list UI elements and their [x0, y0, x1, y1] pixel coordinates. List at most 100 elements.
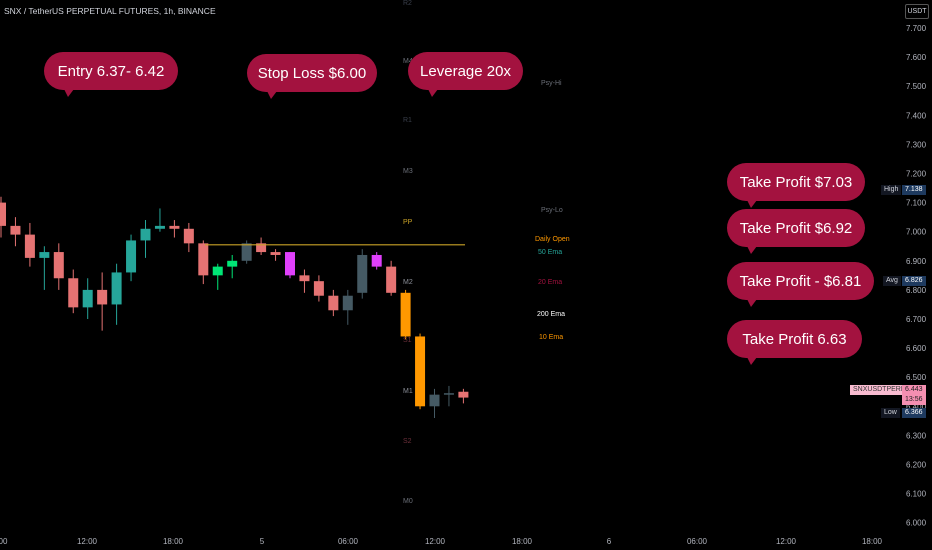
candle-body — [111, 272, 122, 305]
x-tick-label: 12:00 — [77, 537, 98, 546]
stop-loss-label: Stop Loss $6.00 — [257, 64, 367, 82]
y-tick-label: 6.300 — [906, 431, 927, 440]
y-tick-label: 7.200 — [906, 170, 927, 179]
avg-tag-value: 6.826 — [902, 276, 926, 286]
candle-body — [169, 225, 180, 229]
y-tick-label: 6.400 — [906, 402, 927, 411]
stop-loss-annotation: Stop Loss $6.00 — [247, 54, 377, 99]
candle-body — [299, 275, 310, 282]
candle-body — [140, 228, 151, 241]
candle-body — [256, 243, 267, 253]
y-tick-label: 6.200 — [906, 461, 927, 470]
candle-body — [285, 252, 295, 276]
candle-body — [429, 394, 440, 407]
leverage-label: Leverage 20x — [420, 62, 511, 80]
candle-body — [371, 254, 382, 267]
candle-body — [82, 289, 93, 308]
candle-body — [154, 225, 165, 229]
pivot-label: M1 — [403, 388, 413, 395]
indicator-label: Daily Open — [535, 236, 570, 243]
candle-body — [97, 289, 108, 305]
x-tick-label: 00 — [0, 537, 8, 546]
pivot-label: S2 — [403, 438, 412, 445]
avg-tag-label: Avg — [883, 276, 901, 286]
y-tick-label: 7.700 — [906, 24, 927, 33]
x-tick-label: 5 — [260, 537, 265, 546]
y-tick-label: 6.000 — [906, 519, 927, 528]
x-tick-label: 12:00 — [425, 537, 446, 546]
currency-button[interactable]: USDT — [905, 4, 929, 19]
candle-body — [270, 252, 281, 255]
candle-body — [386, 266, 397, 293]
y-tick-label: 6.900 — [906, 257, 927, 266]
candle-body — [342, 295, 353, 311]
take-profit-3-annotation: Take Profit - $6.81 — [727, 262, 874, 307]
candle-body — [241, 243, 252, 261]
candle-body — [212, 266, 223, 276]
take-profit-4-label: Take Profit 6.63 — [742, 330, 847, 348]
take-profit-1-label: Take Profit $7.03 — [739, 173, 853, 191]
candle-body — [313, 281, 324, 296]
candle-body — [198, 243, 209, 276]
candle-body — [68, 278, 79, 308]
take-profit-2-label: Take Profit $6.92 — [739, 219, 853, 237]
indicator-label: 200 Ema — [537, 311, 565, 318]
indicator-label: 20 Ema — [538, 279, 562, 286]
pivot-label: PP — [403, 219, 413, 226]
y-tick-label: 7.100 — [906, 199, 927, 208]
y-tick-label: 7.400 — [906, 111, 927, 120]
x-tick-label: 18:00 — [163, 537, 184, 546]
indicator-label: Psy-Hi — [541, 80, 562, 87]
pivot-label: M4 — [403, 58, 413, 65]
symbol-tag-countdown: 13:56 — [902, 395, 926, 405]
candle-body — [400, 292, 411, 337]
x-tick-label: 06:00 — [338, 537, 359, 546]
y-tick-label: 7.000 — [906, 228, 927, 237]
candle-body — [227, 260, 238, 267]
candle-body — [458, 391, 469, 398]
x-tick-label: 18:00 — [862, 537, 883, 546]
y-tick-label: 6.700 — [906, 315, 927, 324]
x-tick-label: 12:00 — [776, 537, 797, 546]
take-profit-2-annotation: Take Profit $6.92 — [727, 209, 865, 254]
pivot-label: R1 — [403, 117, 412, 124]
pivot-label: M3 — [403, 168, 413, 175]
candle-body — [39, 252, 50, 258]
pivot-label: R2 — [403, 0, 412, 7]
entry-annotation: Entry 6.37- 6.42 — [44, 52, 178, 97]
x-tick-label: 18:00 — [512, 537, 533, 546]
indicator-label: 50 Ema — [538, 249, 562, 256]
candle-body — [328, 295, 339, 311]
candle-body — [357, 254, 368, 293]
candle-body — [126, 240, 137, 273]
take-profit-1-annotation: Take Profit $7.03 — [727, 163, 865, 208]
indicator-label: 10 Ema — [539, 334, 563, 341]
leverage-annotation: Leverage 20x — [408, 52, 523, 97]
high-tag-value: 7.138 — [902, 185, 926, 195]
pivot-label: M2 — [403, 279, 413, 286]
y-tick-label: 7.500 — [906, 82, 927, 91]
candle-body — [443, 393, 454, 395]
symbol-tag-value: 6.443 — [902, 385, 926, 395]
x-tick-label: 06:00 — [687, 537, 708, 546]
candle-body — [53, 252, 64, 279]
chart-title: SNX / TetherUS PERPETUAL FUTURES, 1h, BI… — [4, 6, 216, 16]
take-profit-3-label: Take Profit - $6.81 — [739, 272, 862, 290]
y-tick-label: 6.600 — [906, 344, 927, 353]
x-tick-label: 6 — [607, 537, 612, 546]
entry-label: Entry 6.37- 6.42 — [57, 62, 165, 80]
candle-body — [415, 336, 426, 407]
candle-body — [183, 228, 194, 244]
low-tag-value: 6.366 — [902, 408, 926, 418]
candle-body — [10, 225, 21, 235]
y-tick-label: 6.500 — [906, 373, 927, 382]
pivot-label: M0 — [403, 498, 413, 505]
candle-body — [24, 234, 35, 258]
pivot-label: S1 — [403, 337, 412, 344]
indicator-label: Psy-Lo — [541, 207, 563, 214]
y-tick-label: 6.800 — [906, 286, 927, 295]
y-tick-label: 7.600 — [906, 53, 927, 62]
take-profit-4-annotation: Take Profit 6.63 — [727, 320, 862, 365]
low-tag-label: Low — [881, 408, 900, 418]
